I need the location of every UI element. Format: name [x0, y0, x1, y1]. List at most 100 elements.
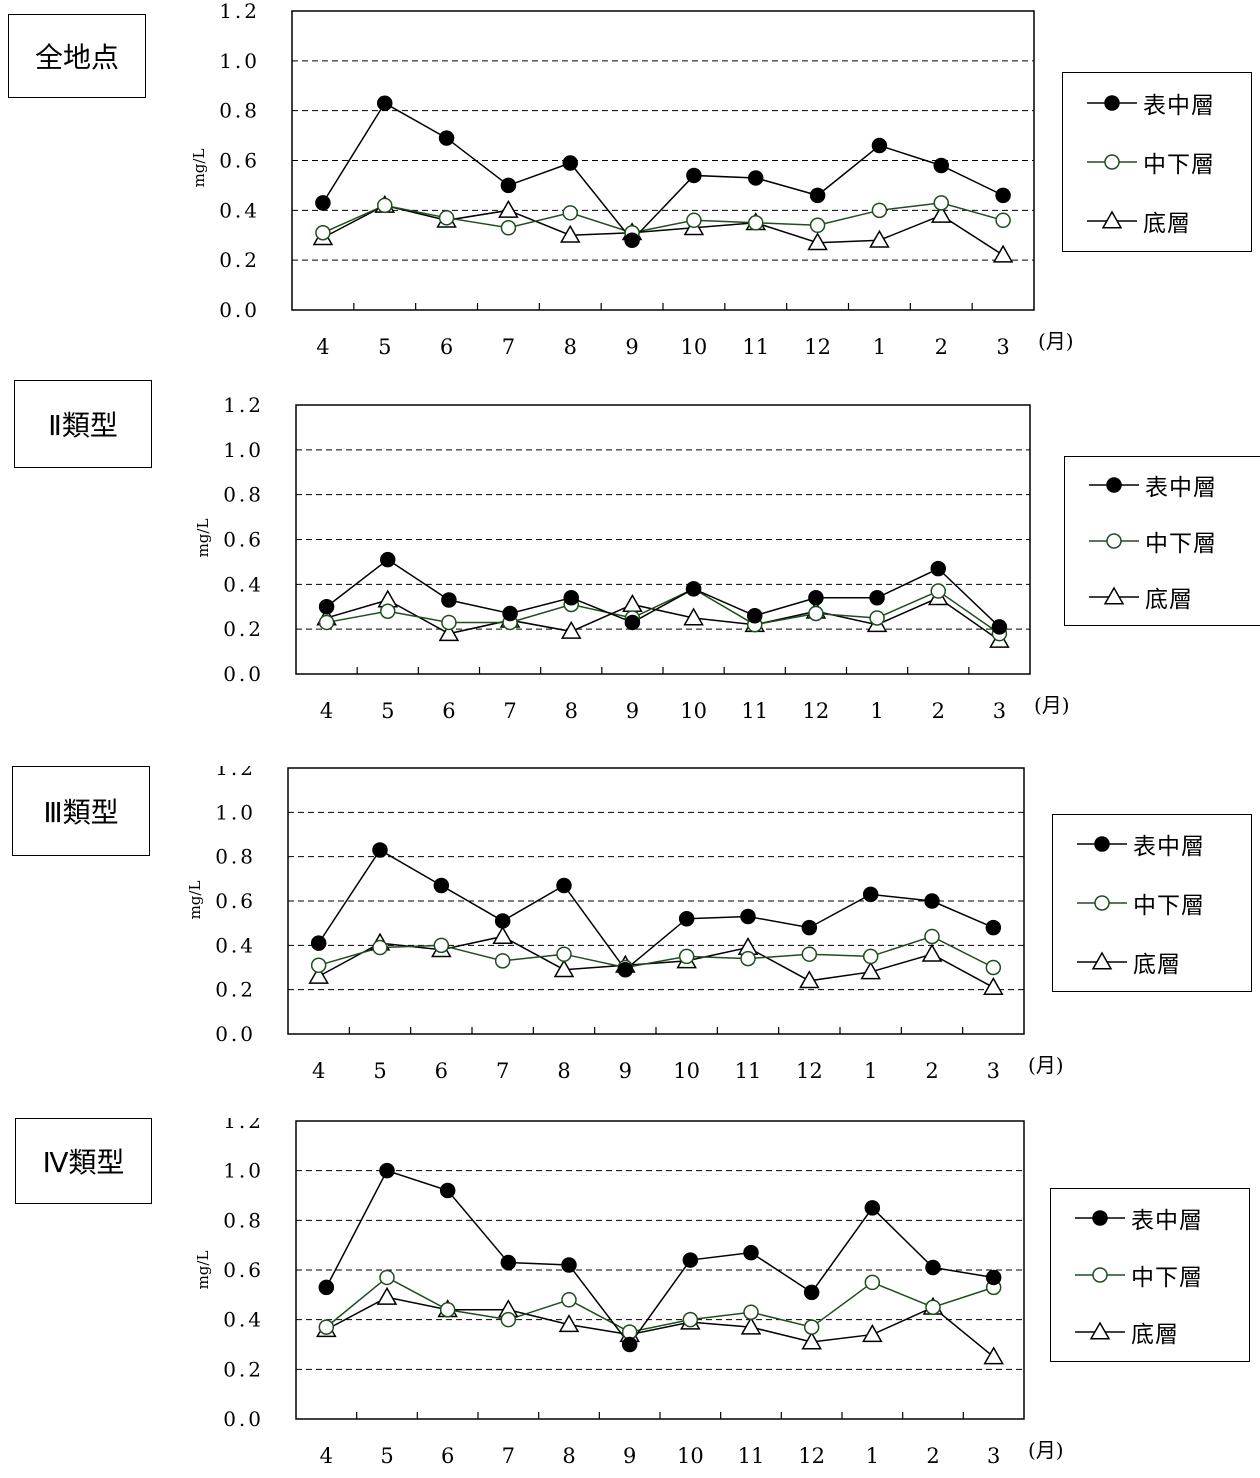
- data-point-surface: [621, 1336, 638, 1353]
- data-point-middle: [809, 217, 826, 234]
- data-point-middle: [438, 210, 455, 226]
- x-tick-label: 6: [440, 335, 453, 359]
- x-tick-label: 3: [996, 335, 1009, 359]
- data-point-surface: [563, 590, 579, 606]
- series-line-surface: [322, 102, 1004, 242]
- data-point-middle: [803, 1319, 820, 1335]
- x-tick-label: 12: [796, 1059, 823, 1083]
- data-point-surface: [377, 95, 393, 111]
- data-point-middle: [869, 610, 885, 626]
- y-tick-label: 0.0: [215, 1022, 256, 1046]
- data-point-surface: [561, 1257, 577, 1273]
- x-tick-label: 11: [738, 1444, 765, 1468]
- y-tick-label: 0.0: [223, 662, 264, 686]
- data-point-surface: [930, 560, 946, 577]
- legend-marker-icon: [1089, 586, 1139, 605]
- x-tick-label: 9: [623, 1444, 636, 1468]
- x-tick-label: 7: [502, 335, 515, 359]
- data-point-surface: [678, 910, 695, 927]
- legend-label: 表中層: [1133, 834, 1205, 861]
- data-point-surface: [502, 605, 518, 622]
- data-point-surface: [869, 590, 885, 606]
- data-point-bottom: [862, 1324, 883, 1343]
- data-point-middle: [743, 1304, 759, 1320]
- y-tick-label: 0.6: [223, 1258, 264, 1282]
- y-tick-label: 0.4: [223, 572, 264, 596]
- data-point-surface: [494, 913, 511, 929]
- legend-marker: [1103, 586, 1125, 605]
- x-tick-label: 3: [987, 1444, 1000, 1468]
- data-point-middle: [377, 197, 393, 214]
- y-tick-label: 1.0: [223, 1159, 264, 1183]
- data-point-bottom: [438, 623, 460, 642]
- x-tick-label: 12: [803, 699, 830, 723]
- data-point-surface: [624, 232, 640, 248]
- legend-marker-icon: [1087, 94, 1137, 111]
- x-tick-label: 2: [926, 1444, 939, 1468]
- data-point-middle: [433, 937, 450, 954]
- legend-label: 底層: [1133, 951, 1181, 978]
- x-tick-label: 10: [681, 335, 708, 359]
- data-point-middle: [562, 205, 578, 221]
- data-point-surface: [747, 607, 763, 624]
- legend-item-surface: 表中層: [1063, 83, 1251, 123]
- y-tick-label: 0.8: [215, 845, 256, 869]
- x-tick-label: 5: [381, 699, 394, 723]
- legend-marker-icon: [1075, 1321, 1125, 1340]
- data-point-surface: [748, 170, 764, 186]
- legend-item-surface: 表中層: [1065, 465, 1260, 505]
- chart-title: Ⅱ類型: [48, 409, 118, 442]
- legend-label: 中下層: [1143, 152, 1215, 178]
- x-unit-label: (月): [1028, 1438, 1064, 1462]
- legend-marker-icon: [1089, 533, 1139, 549]
- data-point-middle: [682, 1311, 699, 1328]
- data-point-middle: [808, 605, 824, 622]
- data-point-bottom: [498, 199, 519, 218]
- x-tick-label: 5: [373, 1059, 386, 1083]
- data-point-middle: [985, 959, 1002, 976]
- data-point-bottom: [740, 1316, 762, 1335]
- series-line-middle: [326, 587, 1000, 635]
- legend: 表中層 中下層 底層: [1062, 72, 1252, 252]
- y-tick-label: 1.2: [223, 1118, 264, 1133]
- x-tick-label: 10: [677, 1444, 704, 1468]
- x-tick-label: 2: [925, 1059, 938, 1083]
- data-point-bottom: [560, 620, 582, 639]
- x-tick-label: 1: [864, 1059, 877, 1083]
- x-tick-label: 1: [870, 699, 883, 723]
- x-tick-label: 9: [625, 335, 638, 359]
- data-point-bottom: [683, 607, 704, 626]
- series-line-bottom: [325, 1296, 995, 1358]
- data-point-surface: [985, 919, 1002, 936]
- data-point-middle: [310, 957, 327, 974]
- legend-marker: [1101, 210, 1123, 229]
- x-tick-label: 8: [564, 335, 577, 359]
- legend-marker: [1106, 533, 1122, 549]
- series-line-bottom: [318, 935, 994, 989]
- data-point-surface: [743, 1244, 759, 1261]
- x-tick-label: 12: [798, 1444, 825, 1468]
- data-point-middle: [379, 1269, 395, 1286]
- legend-item-middle: 中下層: [1063, 142, 1251, 182]
- data-point-bottom: [376, 1286, 398, 1305]
- chart-svg: 0.00.20.40.60.81.01.24 5 6 7 8 9 10 11 12 1 2 3 (月)m…: [186, 766, 1064, 1083]
- series-line-bottom: [322, 204, 1004, 256]
- data-point-middle: [864, 1274, 881, 1291]
- y-tick-label: 0.8: [223, 1208, 264, 1232]
- legend-item-middle: 中下層: [1051, 1255, 1249, 1295]
- data-point-surface: [380, 551, 396, 568]
- legend-marker: [1089, 1321, 1111, 1340]
- x-tick-label: 4: [312, 1059, 325, 1083]
- legend: 表中層 中下層 底層: [1064, 456, 1260, 626]
- chart-title: Ⅲ類型: [43, 796, 119, 829]
- legend-item-bottom: 底層: [1053, 942, 1251, 982]
- x-tick-label: 4: [320, 1444, 333, 1468]
- y-tick-label: 1.0: [223, 438, 264, 462]
- data-point-surface: [310, 935, 327, 951]
- y-axis-label: mg/L: [186, 881, 204, 920]
- legend-item-bottom: 底層: [1051, 1312, 1249, 1352]
- legend-marker-icon: [1087, 154, 1137, 170]
- data-point-surface: [995, 187, 1011, 204]
- legend: 表中層 中下層 底層: [1050, 1188, 1250, 1362]
- y-axis-label: mg/L: [194, 1251, 212, 1290]
